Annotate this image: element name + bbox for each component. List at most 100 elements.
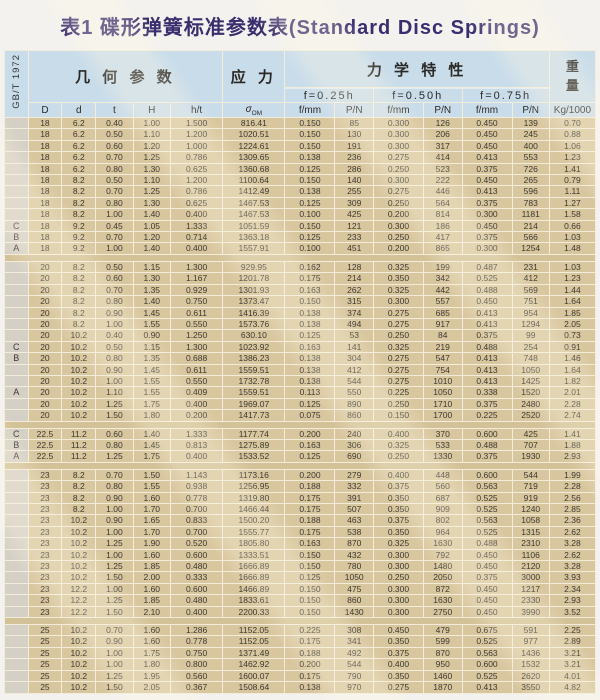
cell-t: 0.90	[96, 492, 133, 503]
cell-p-075h: 265	[512, 175, 549, 186]
cell-D: 20	[28, 410, 62, 421]
cell-f-075h: 0.450	[462, 140, 512, 152]
cell-f-075h: 0.375	[462, 572, 512, 583]
cell-f-075h: 0.450	[462, 296, 512, 307]
cell-p-050h: 1710	[424, 398, 462, 410]
table-row: 23 10.2 1.25 1.85 0.480 1666.89 0.150 780 0.300 1…	[5, 561, 595, 572]
cell-t: 1.00	[96, 583, 133, 595]
cell-p-075h: 783	[512, 197, 549, 209]
cell-D: 22.5	[28, 439, 62, 451]
cell-f-075h: 0.525	[462, 273, 512, 284]
cell-ht: 0.611	[170, 307, 223, 318]
cell-H: 0.90	[133, 330, 170, 341]
cell-ht: 0.200	[170, 410, 223, 421]
cell-ht: 0.400	[170, 606, 223, 618]
cell-p-050h: 814	[424, 209, 462, 220]
cell-f-025h: 0.125	[285, 330, 335, 341]
cell-f-025h: 0.113	[285, 387, 335, 398]
cell-sigma: 1023.92	[223, 341, 285, 353]
cell-ht: 0.409	[170, 387, 223, 398]
col-sigma: σOM	[223, 103, 285, 117]
cell-t: 0.50	[96, 129, 133, 140]
cell-t: 0.40	[96, 118, 133, 129]
cell-t: 1.00	[96, 659, 133, 670]
cell-D: 18	[28, 209, 62, 220]
cell-H: 1.50	[133, 469, 170, 481]
cell-sigma: 1100.64	[223, 175, 285, 186]
cell-sigma: 1319.80	[223, 492, 285, 503]
cell-sigma: 1177.74	[223, 428, 285, 439]
col-H: H	[133, 103, 170, 117]
cell-d: 9.2	[62, 232, 96, 243]
cell-sigma: 1555.77	[223, 526, 285, 538]
cell-weight: 1.85	[549, 307, 595, 318]
table-row: 20 10.2 0.90 1.45 0.611 1559.51 0.138 412 0.275 7…	[5, 364, 595, 375]
col-p2: P/N	[424, 103, 462, 117]
cell-sigma: 1559.51	[223, 387, 285, 398]
cell-weight: 2.36	[549, 515, 595, 526]
cell-ht: 0.550	[170, 375, 223, 387]
cell-f-025h: 0.125	[285, 232, 335, 243]
cell-weight: 1.82	[549, 375, 595, 387]
cell-f-025h: 0.138	[285, 318, 335, 330]
cell-series-letter	[5, 682, 28, 693]
cell-sigma: 1833.61	[223, 595, 285, 606]
cell-p-075h: 139	[512, 118, 549, 129]
cell-H: 1.15	[133, 341, 170, 353]
table-row: 25 10.2 1.25 1.95 0.560 1600.07 0.175 790 0.350 1…	[5, 670, 595, 682]
cell-H: 1.95	[133, 670, 170, 682]
cell-f-075h: 0.563	[462, 647, 512, 659]
cell-D: 18	[28, 118, 62, 129]
cell-weight: 1.46	[549, 353, 595, 364]
cell-f-050h: 0.250	[373, 398, 423, 410]
deflection-050h-label: f=0.50h	[373, 88, 462, 102]
table-row: 20 8.2 0.60 1.30 1.167 1201.78 0.175 214 0.350 34…	[5, 273, 595, 284]
cell-p-025h: 332	[335, 481, 373, 492]
cell-H: 1.55	[133, 387, 170, 398]
cell-p-050h: 1330	[424, 451, 462, 462]
cell-p-075h: 919	[512, 492, 549, 503]
cell-ht: 1.333	[170, 220, 223, 232]
cell-t: 0.80	[96, 353, 133, 364]
cell-p-025h: 255	[335, 186, 373, 197]
cell-t: 0.90	[96, 307, 133, 318]
cell-H: 1.75	[133, 451, 170, 462]
cell-p-050h: 557	[424, 296, 462, 307]
group-separator	[5, 462, 595, 469]
table-row: B 18 9.2 0.70 1.20 0.714 1363.18 0.125 233 0.250 4…	[5, 232, 595, 243]
cell-p-025h: 286	[335, 163, 373, 175]
cell-f-075h: 0.450	[462, 220, 512, 232]
cell-ht: 0.929	[170, 284, 223, 296]
cell-t: 1.00	[96, 647, 133, 659]
cell-d: 10.2	[62, 410, 96, 421]
cell-p-075h: 2480	[512, 398, 549, 410]
cell-p-050h: 222	[424, 175, 462, 186]
cell-d: 11.2	[62, 451, 96, 462]
cell-f-050h: 0.300	[373, 549, 423, 561]
cell-series-letter	[5, 318, 28, 330]
cell-p-025h: 233	[335, 232, 373, 243]
cell-f-075h: 0.450	[462, 118, 512, 129]
cell-H: 1.60	[133, 549, 170, 561]
cell-p-050h: 206	[424, 129, 462, 140]
cell-f-050h: 0.375	[373, 515, 423, 526]
cell-H: 1.80	[133, 410, 170, 421]
cell-f-025h: 0.175	[285, 492, 335, 503]
cell-weight: 1.11	[549, 186, 595, 197]
cell-sigma: 1417.73	[223, 410, 285, 421]
cell-f-075h: 0.225	[462, 410, 512, 421]
cell-f-075h: 0.600	[462, 428, 512, 439]
cell-t: 1.10	[96, 387, 133, 398]
cell-p-025h: 544	[335, 659, 373, 670]
cell-weight: 3.21	[549, 659, 595, 670]
cell-ht: 0.786	[170, 186, 223, 197]
cell-f-075h: 0.487	[462, 261, 512, 273]
table-row: 25 10.2 0.90 1.60 0.778 1152.05 0.175 341 0.350 5…	[5, 636, 595, 647]
cell-series-letter	[5, 670, 28, 682]
table-row: C 22.5 11.2 0.60 1.40 1.333 1177.74 0.200 240 0.4…	[5, 428, 595, 439]
cell-f-050h: 0.325	[373, 341, 423, 353]
cell-f-075h: 0.450	[462, 129, 512, 140]
cell-f-075h: 0.488	[462, 439, 512, 451]
cell-sigma: 1363.18	[223, 232, 285, 243]
cell-series-letter	[5, 140, 28, 152]
